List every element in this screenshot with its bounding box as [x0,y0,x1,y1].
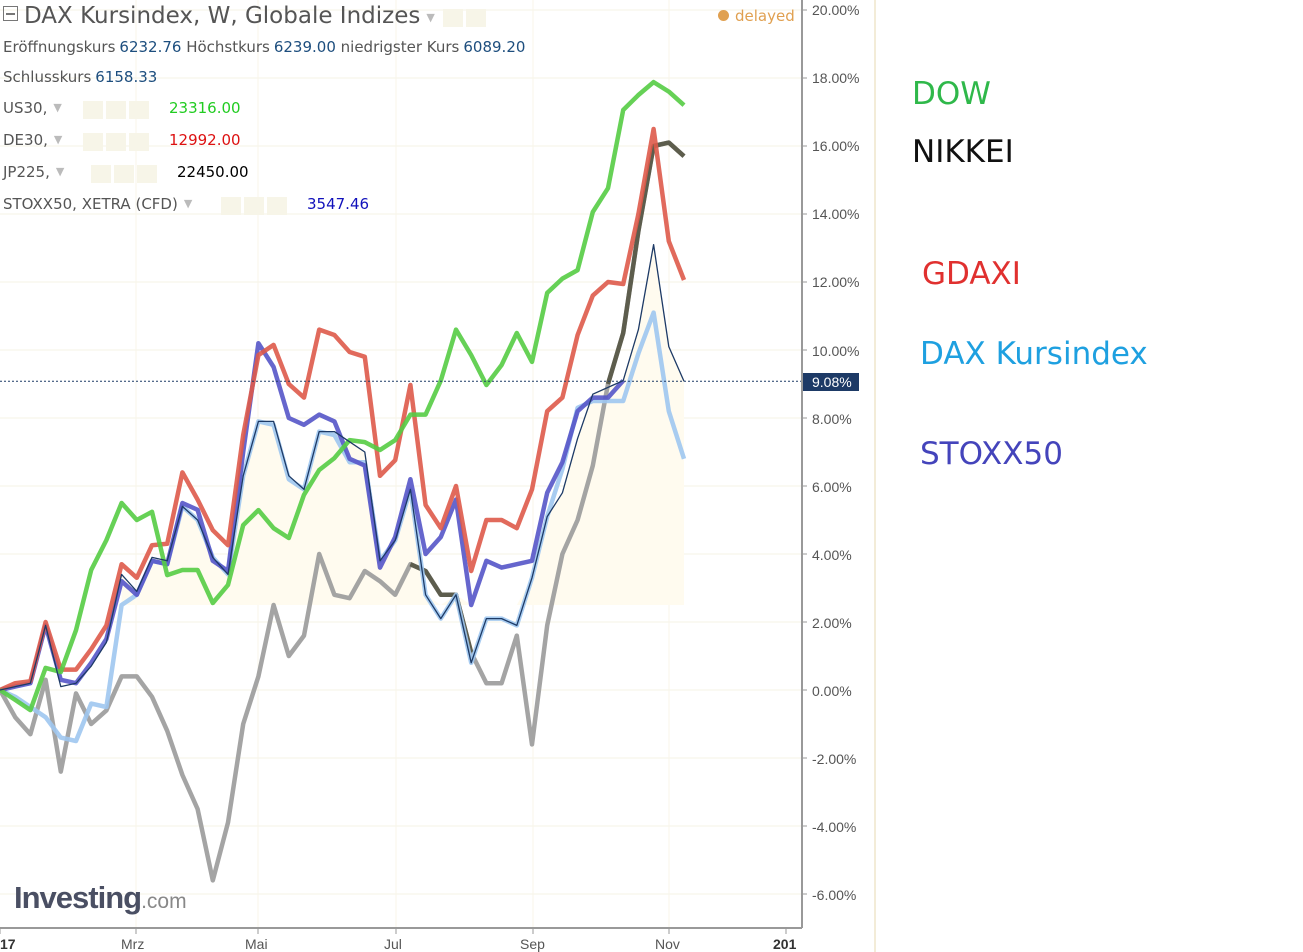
chevron-down-icon[interactable]: ▼ [183,197,193,210]
gear-icon[interactable] [106,133,126,151]
gear-icon[interactable] [465,9,486,27]
annotation-label: NIKKEI [912,134,1014,170]
gear-icon[interactable] [114,165,134,183]
chevron-down-icon[interactable]: ▼ [53,133,63,146]
x-tick-label: Nov [655,936,680,952]
y-tick-label: 14.00% [812,206,860,223]
series-line-4 [0,340,625,693]
x-tick-label: 17 [0,936,16,952]
settings-icon[interactable] [442,9,463,27]
x-tick-label: Jul [384,936,402,952]
visibility-icon[interactable] [91,165,111,183]
close-icon[interactable] [129,101,149,119]
annotation-label: STOXX50 [920,436,1063,472]
gear-icon[interactable] [244,197,264,215]
y-tick-label: -4.00% [812,819,857,836]
y-tick-label: 12.00% [812,274,860,291]
x-tick-label: Mai [245,936,268,952]
visibility-icon[interactable] [83,101,103,119]
status-dot-icon [718,10,729,21]
symbol-row: JP225, ▼ 22450.00 [3,163,249,183]
x-tick-label: Mrz [121,936,145,952]
gear-icon[interactable] [106,101,126,119]
y-tick-label: 2.00% [812,614,852,631]
symbol-row: US30, ▼ 23316.00 [3,99,241,119]
series-line-2 [0,140,686,883]
investing-logo: Investing.com [14,880,187,915]
close-icon[interactable] [137,165,157,183]
y-tick-label: 0.00% [812,683,852,699]
collapse-icon[interactable] [3,6,18,21]
symbol-value: 12992.00 [169,131,241,149]
symbol-value: 3547.46 [307,195,370,213]
y-tick-label: 10.00% [812,342,860,359]
symbol-label[interactable]: STOXX50, XETRA (CFD) [3,195,178,213]
chevron-down-icon[interactable]: ▼ [55,165,65,178]
close-icon[interactable] [267,197,287,215]
annotation-label: GDAXI [922,256,1021,292]
current-value-tag: 9.08% [803,373,859,391]
symbol-row: DE30, ▼ 12992.00 [3,131,241,151]
chart-title[interactable]: DAX Kursindex, W, Globale Indizes ▼ [3,3,489,29]
chevron-down-icon[interactable]: ▼ [53,101,62,114]
x-tick-label: Sep [520,936,545,952]
ohlc-row: Eröffnungskurs 6232.76 Höchstkurs 6239.00 … [3,38,526,56]
close-row: Schlusskurs 6158.33 [3,68,158,86]
y-tick-label: -2.00% [812,751,857,768]
symbol-label[interactable]: DE30, [3,131,48,149]
y-tick-label: 8.00% [812,410,852,427]
y-tick-label: 4.00% [812,546,852,563]
chevron-down-icon[interactable]: ▼ [426,11,435,24]
visibility-icon[interactable] [83,133,103,151]
y-tick-label: 6.00% [812,478,852,495]
annotation-label: DOW [912,76,991,112]
series-line-5 [0,126,687,693]
delayed-status: delayed [718,7,795,25]
y-tick-label: 20.00% [812,2,860,18]
visibility-icon[interactable] [221,197,241,215]
symbol-row: STOXX50, XETRA (CFD) ▼ 3547.46 [3,195,369,215]
x-tick-label: 201 [773,936,797,952]
series-line-6 [0,79,686,713]
y-tick-label: -6.00% [812,887,857,904]
symbol-label[interactable]: JP225, [3,163,50,181]
symbol-value: 23316.00 [169,99,241,117]
symbol-value: 22450.00 [177,163,249,181]
symbol-label[interactable]: US30, [3,99,48,117]
series-line-0 [0,243,685,691]
close-icon[interactable] [129,133,149,151]
annotation-label: DAX Kursindex [920,336,1148,372]
y-tick-label: 16.00% [812,138,860,155]
y-tick-label: 18.00% [812,70,860,87]
